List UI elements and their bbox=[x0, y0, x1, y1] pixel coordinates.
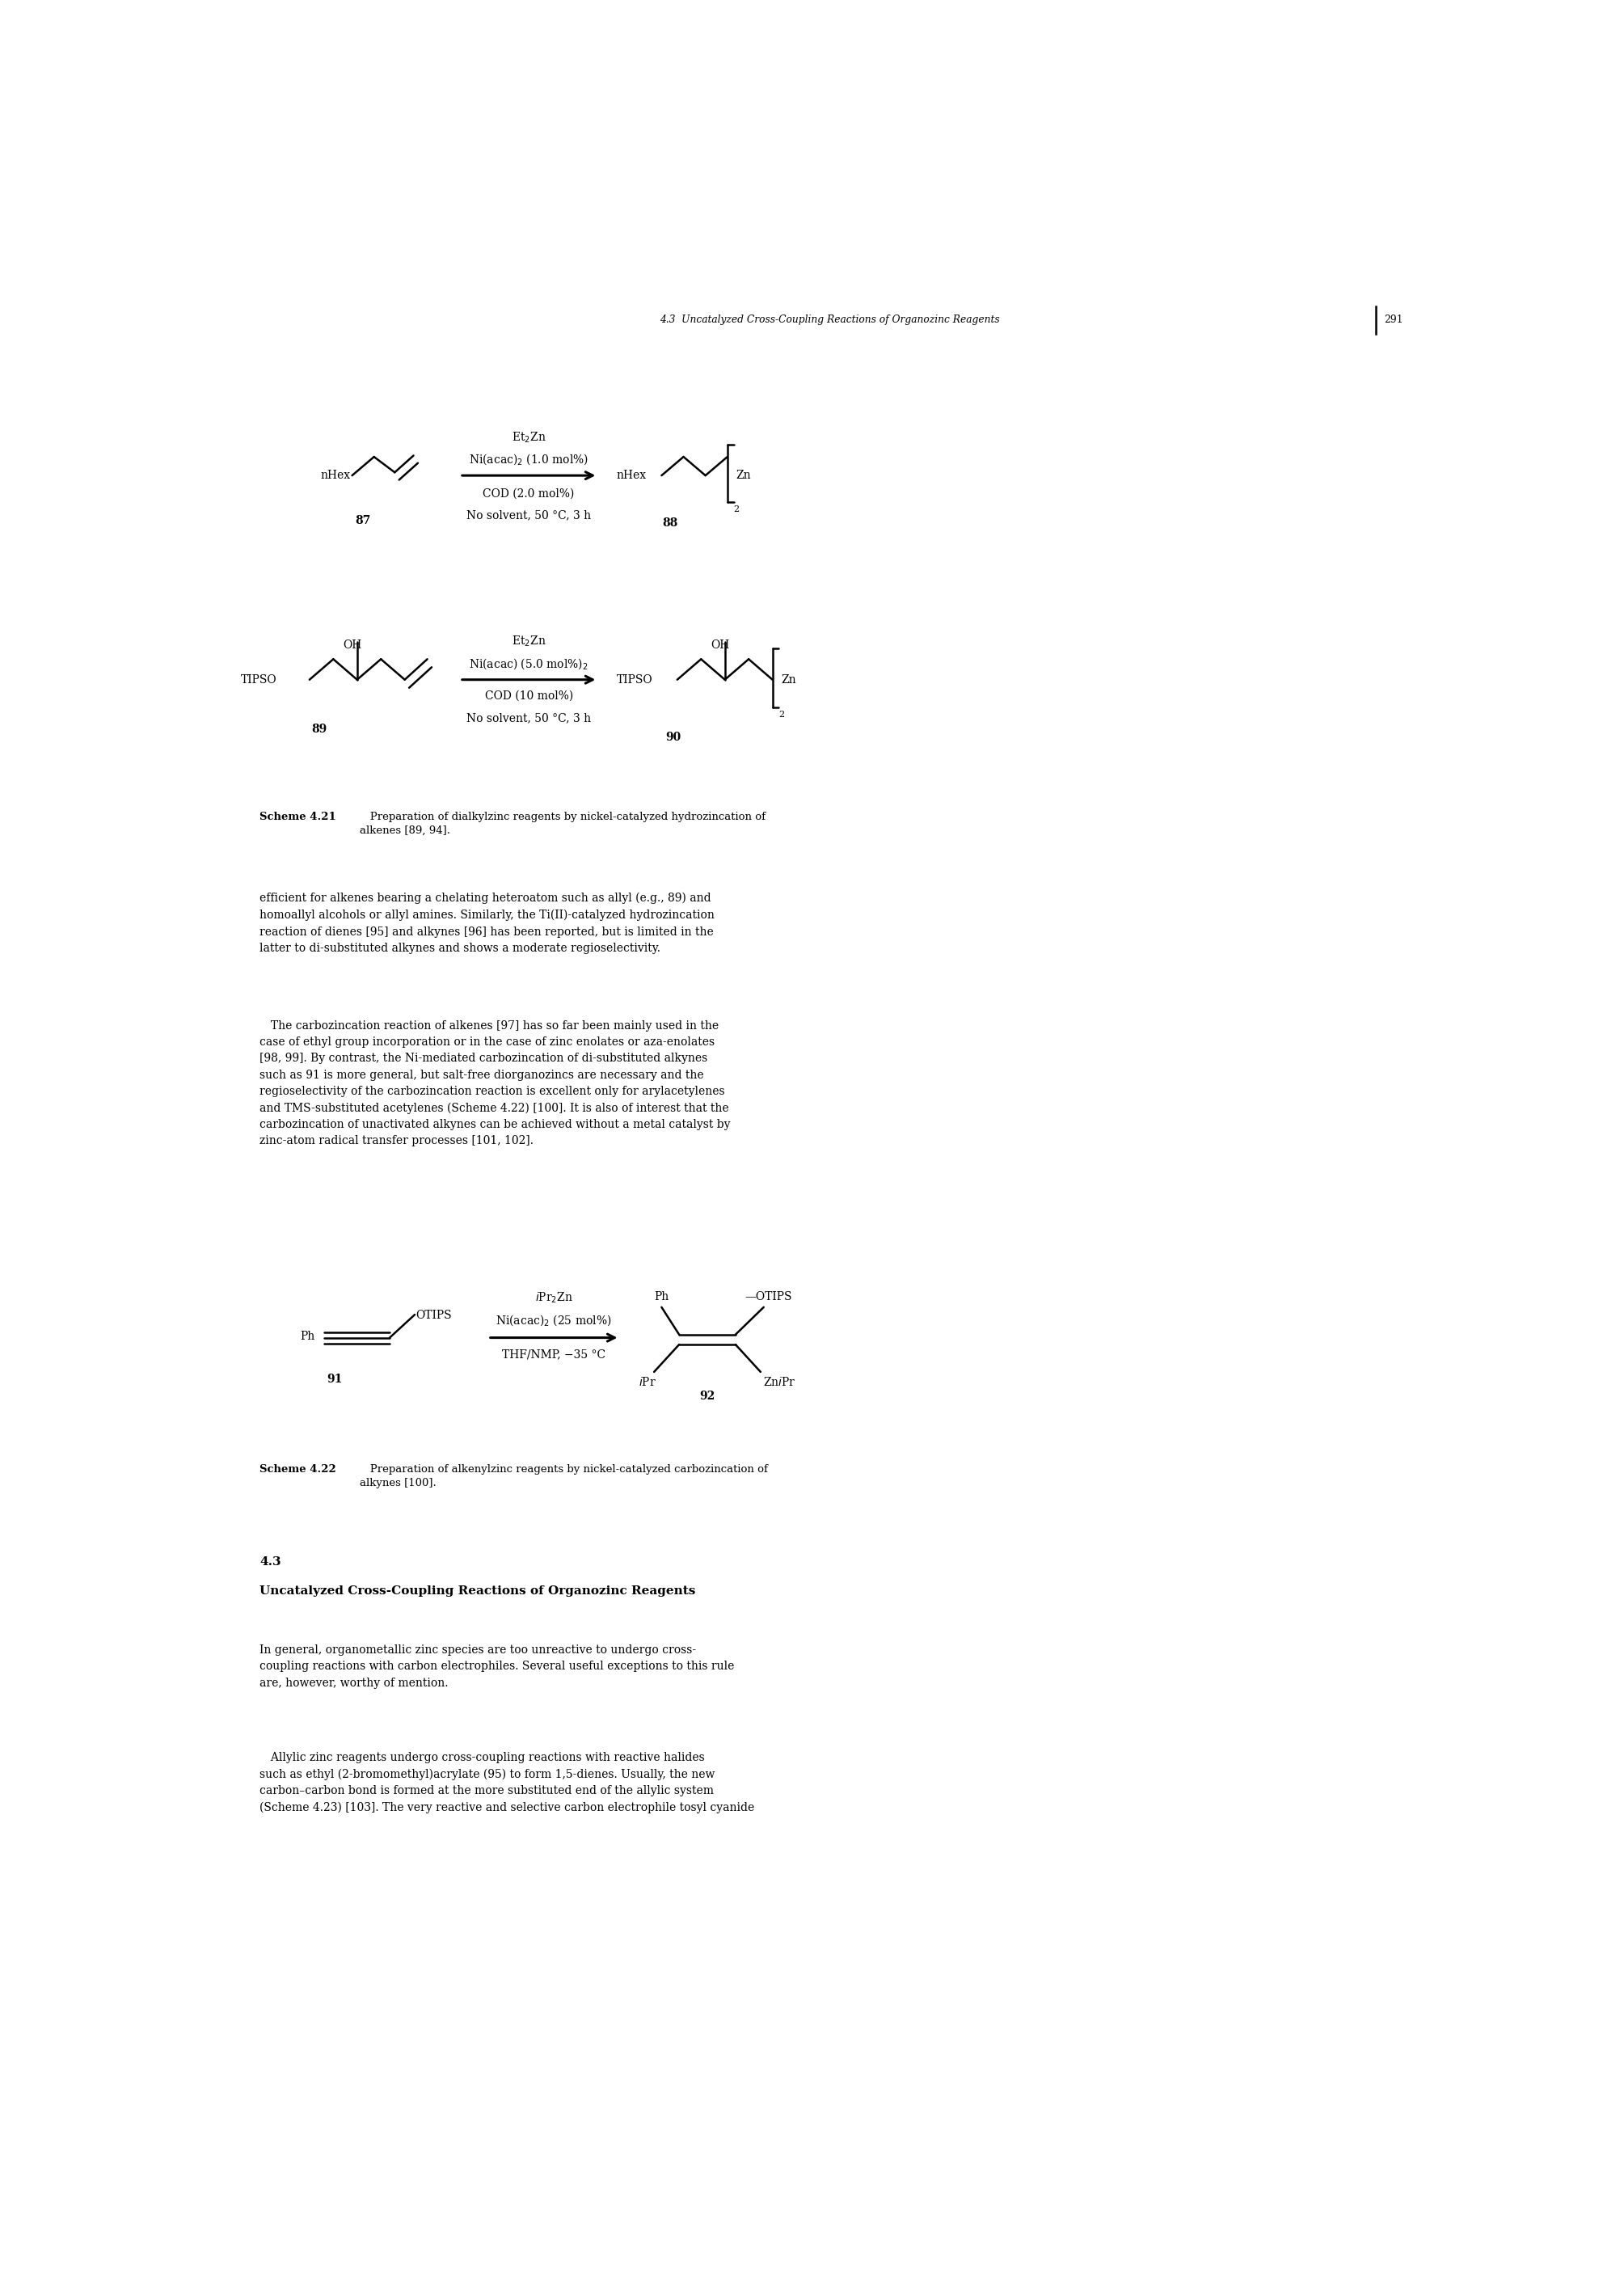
Text: Ni(acac)$_2$ (25 mol%): Ni(acac)$_2$ (25 mol%) bbox=[495, 1313, 612, 1327]
Text: efficient for alkenes bearing a chelating heteroatom such as allyl (e.g., 89) an: efficient for alkenes bearing a chelatin… bbox=[260, 892, 715, 953]
Text: The carbozincation reaction of alkenes [97] has so far been mainly used in the
c: The carbozincation reaction of alkenes [… bbox=[260, 1020, 731, 1146]
Text: OH: OH bbox=[710, 639, 729, 651]
Text: Scheme 4.21: Scheme 4.21 bbox=[260, 811, 336, 823]
Text: —OTIPS: —OTIPS bbox=[745, 1290, 793, 1302]
Text: 87: 87 bbox=[356, 516, 370, 527]
Text: No solvent, 50 °C, 3 h: No solvent, 50 °C, 3 h bbox=[466, 509, 591, 520]
Text: Et$_2$Zn: Et$_2$Zn bbox=[512, 635, 546, 649]
Text: nHex: nHex bbox=[320, 470, 351, 481]
Text: Uncatalyzed Cross-Coupling Reactions of Organozinc Reagents: Uncatalyzed Cross-Coupling Reactions of … bbox=[260, 1586, 695, 1598]
Text: No solvent, 50 °C, 3 h: No solvent, 50 °C, 3 h bbox=[466, 713, 591, 724]
Text: nHex: nHex bbox=[617, 470, 646, 481]
Text: Ni(acac)$_2$ (1.0 mol%): Ni(acac)$_2$ (1.0 mol%) bbox=[469, 452, 588, 468]
Text: Preparation of alkenylzinc reagents by nickel-catalyzed carbozincation of
alkyne: Preparation of alkenylzinc reagents by n… bbox=[359, 1465, 768, 1488]
Text: TIPSO: TIPSO bbox=[617, 674, 653, 685]
Text: 89: 89 bbox=[312, 724, 326, 733]
Text: 88: 88 bbox=[663, 518, 677, 529]
Text: OTIPS: OTIPS bbox=[416, 1309, 451, 1320]
Text: 291: 291 bbox=[1384, 314, 1403, 325]
Text: Ni(acac) (5.0 mol%)$_2$: Ni(acac) (5.0 mol%)$_2$ bbox=[469, 656, 588, 672]
Text: $i$Pr: $i$Pr bbox=[638, 1375, 656, 1387]
Text: Scheme 4.22: Scheme 4.22 bbox=[260, 1465, 336, 1474]
Text: Allylic zinc reagents undergo cross-coupling reactions with reactive halides
suc: Allylic zinc reagents undergo cross-coup… bbox=[260, 1751, 754, 1813]
Text: COD (2.0 mol%): COD (2.0 mol%) bbox=[482, 488, 575, 500]
Text: 2: 2 bbox=[734, 504, 739, 513]
Text: 4.3: 4.3 bbox=[260, 1556, 281, 1568]
Text: COD (10 mol%): COD (10 mol%) bbox=[484, 690, 573, 701]
Text: In general, organometallic zinc species are too unreactive to undergo cross-
cou: In general, organometallic zinc species … bbox=[260, 1646, 734, 1689]
Text: Et$_2$Zn: Et$_2$Zn bbox=[512, 431, 546, 445]
Text: 2: 2 bbox=[780, 711, 784, 720]
Text: THF/NMP, −35 °C: THF/NMP, −35 °C bbox=[502, 1350, 606, 1359]
Text: TIPSO: TIPSO bbox=[240, 674, 276, 685]
Text: Preparation of dialkylzinc reagents by nickel-catalyzed hydrozincation of
alkene: Preparation of dialkylzinc reagents by n… bbox=[359, 811, 765, 837]
Text: Ph: Ph bbox=[654, 1290, 669, 1302]
Text: 91: 91 bbox=[326, 1373, 343, 1384]
Text: 4.3  Uncatalyzed Cross-Coupling Reactions of Organozinc Reagents: 4.3 Uncatalyzed Cross-Coupling Reactions… bbox=[659, 314, 999, 325]
Text: Zn$i$Pr: Zn$i$Pr bbox=[763, 1375, 796, 1387]
Text: 92: 92 bbox=[700, 1391, 715, 1403]
Text: Zn: Zn bbox=[736, 470, 752, 481]
Text: Zn: Zn bbox=[781, 674, 796, 685]
Text: OH: OH bbox=[343, 639, 362, 651]
Text: $i$Pr$_2$Zn: $i$Pr$_2$Zn bbox=[534, 1290, 573, 1304]
Text: 90: 90 bbox=[666, 731, 680, 743]
Text: Ph: Ph bbox=[300, 1332, 315, 1343]
